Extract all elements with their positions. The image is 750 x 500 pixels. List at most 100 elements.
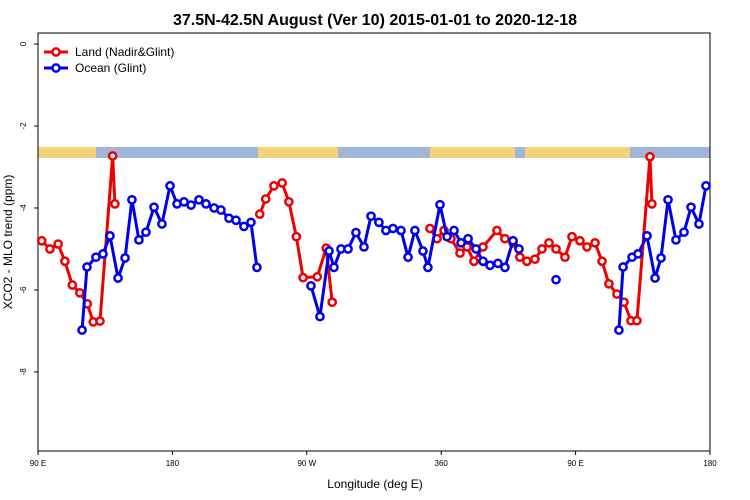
point [60,256,70,267]
point [604,278,614,289]
point [522,256,532,267]
point [194,194,204,205]
point [645,151,655,162]
point [614,325,624,335]
point [442,231,452,242]
point [239,221,249,232]
point [67,280,78,290]
point [157,219,167,229]
point [45,244,55,254]
legend-label: Ocean (Glint) [75,61,146,75]
point [246,217,256,228]
point [500,233,510,244]
point [650,273,660,283]
point [612,289,622,299]
point [98,249,108,259]
point [514,244,524,254]
point [471,244,481,254]
point [113,273,123,283]
land-strip [430,147,515,158]
point [260,194,271,204]
x-tick-label: 360 [435,459,449,468]
point [551,244,561,254]
point [686,202,696,213]
point [590,237,600,248]
point [366,211,376,222]
point [120,253,130,263]
point [463,233,473,244]
land-ocean-strip [38,147,710,158]
point [396,225,406,236]
point [110,199,120,209]
chart-title: 37.5N-42.5N August (Ver 10) 2015-01-01 t… [173,12,577,29]
point [469,256,479,267]
point [435,199,445,210]
point [53,239,64,249]
point [95,316,105,326]
point [478,256,488,267]
point [216,205,226,215]
point [107,151,118,161]
point [508,235,518,246]
x-tick-label: 90 E [567,459,583,468]
point [359,242,369,252]
point [291,231,302,242]
land-strip [525,147,630,158]
point [74,287,85,298]
point [500,262,510,273]
x-tick-label: 90 E [30,459,46,468]
point [632,315,642,326]
point [252,262,262,273]
point [567,231,577,242]
y-tick-label: 0 [19,41,28,46]
point [312,271,323,282]
point [315,311,325,322]
point [418,246,428,256]
point [449,225,459,236]
land-strip [38,147,96,158]
x-tick-label: 180 [166,459,180,468]
ocean-strip [38,147,710,158]
point [284,196,294,207]
point [343,244,353,254]
point [231,215,241,226]
point [254,209,265,219]
x-tick-label: 180 [703,459,717,468]
point [663,194,673,205]
point [277,178,288,188]
point [575,235,585,246]
x-tick-label: 90 W [297,459,316,468]
point [127,194,137,205]
point [324,246,334,256]
y-tick-label: -6 [19,286,28,294]
point [656,253,666,263]
point [582,242,592,252]
point [77,325,87,335]
point [694,219,704,229]
legend-label: Land (Nadir&Glint) [75,45,174,59]
point [647,199,657,209]
y-axis-label: XCO2 - MLO trend (ppm) [1,175,15,310]
point [671,235,681,245]
point [455,248,465,258]
point [327,297,338,308]
point [679,227,689,238]
y-tick-label: -4 [19,204,28,212]
point [201,199,211,209]
point [492,225,502,236]
point [403,252,413,263]
legend-marker [51,63,61,73]
point [633,249,643,259]
point [351,227,361,238]
point [82,262,92,272]
point [165,181,175,191]
point [485,260,495,271]
point [186,200,196,210]
point [560,252,570,263]
point [36,235,47,246]
point [134,235,144,245]
point [618,262,628,272]
series-line [40,155,654,324]
point [537,244,547,254]
